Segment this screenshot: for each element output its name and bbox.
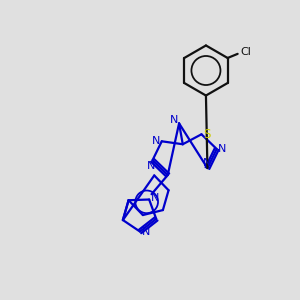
Text: N: N bbox=[169, 116, 178, 125]
Text: N: N bbox=[151, 193, 159, 203]
Text: N: N bbox=[203, 158, 212, 168]
Text: N: N bbox=[218, 144, 226, 154]
Text: Cl: Cl bbox=[240, 46, 251, 56]
Text: N: N bbox=[147, 161, 155, 171]
Text: S: S bbox=[203, 128, 210, 141]
Text: N: N bbox=[142, 226, 150, 237]
Text: N: N bbox=[152, 136, 160, 146]
